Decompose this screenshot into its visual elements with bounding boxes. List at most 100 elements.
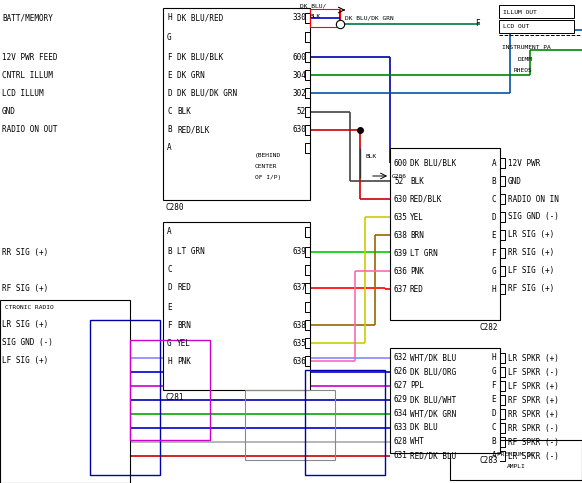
Text: H: H <box>491 354 496 363</box>
Text: 628: 628 <box>394 438 408 446</box>
Text: LF SPKR (+): LF SPKR (+) <box>508 382 559 390</box>
Text: 633: 633 <box>394 424 408 432</box>
FancyBboxPatch shape <box>390 148 500 320</box>
Text: C: C <box>491 195 496 203</box>
Text: LT GRN: LT GRN <box>177 247 205 256</box>
Text: 626: 626 <box>394 368 408 377</box>
Text: 636: 636 <box>394 267 408 275</box>
Text: B: B <box>491 438 496 446</box>
Text: SIG GND (-): SIG GND (-) <box>508 213 559 222</box>
Text: 638: 638 <box>292 321 306 329</box>
Text: F: F <box>475 19 480 28</box>
Text: 600: 600 <box>394 158 408 168</box>
Text: 52: 52 <box>394 176 403 185</box>
Text: DK GRN: DK GRN <box>177 71 205 80</box>
Text: 636: 636 <box>292 356 306 366</box>
FancyBboxPatch shape <box>163 222 310 390</box>
Text: DK BLU/ORG: DK BLU/ORG <box>410 368 456 377</box>
Text: LR SIG (+): LR SIG (+) <box>508 230 554 240</box>
Text: DK BLU/BLK: DK BLU/BLK <box>177 53 223 61</box>
Text: DK BLU/RED: DK BLU/RED <box>177 14 223 23</box>
Text: A: A <box>491 452 496 460</box>
Text: 639: 639 <box>394 248 408 257</box>
Text: YEL: YEL <box>410 213 424 222</box>
Text: H: H <box>167 356 172 366</box>
Text: LT GRN: LT GRN <box>410 248 438 257</box>
Text: LF SIG (+): LF SIG (+) <box>508 267 554 275</box>
FancyBboxPatch shape <box>499 20 574 33</box>
Text: GND: GND <box>2 108 16 116</box>
Text: C: C <box>491 424 496 432</box>
Text: 52: 52 <box>297 108 306 116</box>
Text: GND: GND <box>508 176 522 185</box>
Text: 12V PWR FEED: 12V PWR FEED <box>2 53 58 61</box>
Text: RED/BLK: RED/BLK <box>410 195 442 203</box>
Text: RF SPKR (-): RF SPKR (-) <box>508 438 559 446</box>
Text: C: C <box>167 266 172 274</box>
Text: RADIO ON IN: RADIO ON IN <box>508 195 559 203</box>
Text: F: F <box>491 382 496 390</box>
Text: YEL: YEL <box>177 339 191 347</box>
Text: RR SPKR (-): RR SPKR (-) <box>508 424 559 432</box>
Text: 637: 637 <box>292 284 306 293</box>
Text: RED: RED <box>177 284 191 293</box>
Text: LCD OUT: LCD OUT <box>503 25 529 29</box>
Text: 630: 630 <box>292 126 306 134</box>
Text: DK BLU/BLK: DK BLU/BLK <box>410 158 456 168</box>
Text: D: D <box>491 213 496 222</box>
Text: BRN: BRN <box>177 321 191 329</box>
Text: LF SIG (+): LF SIG (+) <box>2 356 48 366</box>
FancyBboxPatch shape <box>390 348 500 453</box>
Text: RR SIG (+): RR SIG (+) <box>2 247 48 256</box>
Text: RADIO ON OUT: RADIO ON OUT <box>2 126 58 134</box>
Text: E: E <box>167 71 172 80</box>
Text: 304: 304 <box>292 71 306 80</box>
Text: PNK: PNK <box>177 356 191 366</box>
Text: H: H <box>491 284 496 294</box>
Text: G: G <box>167 32 172 42</box>
FancyBboxPatch shape <box>163 8 310 200</box>
Text: DK BLU/: DK BLU/ <box>300 3 327 8</box>
Text: BRN: BRN <box>410 230 424 240</box>
Text: RF SPKR (+): RF SPKR (+) <box>508 396 559 404</box>
Text: 12V PWR: 12V PWR <box>508 158 540 168</box>
Text: 632: 632 <box>394 354 408 363</box>
FancyBboxPatch shape <box>450 440 582 480</box>
Text: (BEHIND: (BEHIND <box>255 153 281 158</box>
Text: E: E <box>491 396 496 404</box>
Text: A: A <box>167 143 172 153</box>
Text: RED/BLK: RED/BLK <box>177 126 210 134</box>
Text: OF I/P): OF I/P) <box>255 175 281 180</box>
Text: BLK: BLK <box>410 176 424 185</box>
Text: G: G <box>491 368 496 377</box>
Text: RED: RED <box>410 284 424 294</box>
Text: CTRONIC RADIO: CTRONIC RADIO <box>5 305 54 310</box>
Text: E: E <box>167 302 172 312</box>
Text: D: D <box>491 410 496 418</box>
Text: 639: 639 <box>292 247 306 256</box>
Text: F: F <box>167 53 172 61</box>
Text: F: F <box>167 321 172 329</box>
FancyBboxPatch shape <box>499 5 574 18</box>
Text: DK BLU: DK BLU <box>410 424 438 432</box>
Text: D: D <box>167 88 172 98</box>
Text: DK BLU/DK GRN: DK BLU/DK GRN <box>177 88 237 98</box>
Text: PPL: PPL <box>410 382 424 390</box>
Text: BLK: BLK <box>310 14 321 19</box>
Text: RF SIG (+): RF SIG (+) <box>508 284 554 294</box>
Text: B: B <box>167 247 172 256</box>
Text: PNK: PNK <box>410 267 424 275</box>
Text: CNTRL ILLUM: CNTRL ILLUM <box>2 71 53 80</box>
Text: C282: C282 <box>480 323 498 332</box>
Text: C280: C280 <box>165 203 183 212</box>
Text: LF SPKR (-): LF SPKR (-) <box>508 368 559 377</box>
Text: H: H <box>167 14 172 23</box>
Text: B: B <box>491 176 496 185</box>
Text: 635: 635 <box>292 339 306 347</box>
Text: C283: C283 <box>480 456 498 465</box>
Text: 302: 302 <box>292 88 306 98</box>
Text: RHEOS: RHEOS <box>514 68 533 73</box>
Text: C: C <box>167 108 172 116</box>
Text: 627: 627 <box>394 382 408 390</box>
Text: BLK: BLK <box>177 108 191 116</box>
